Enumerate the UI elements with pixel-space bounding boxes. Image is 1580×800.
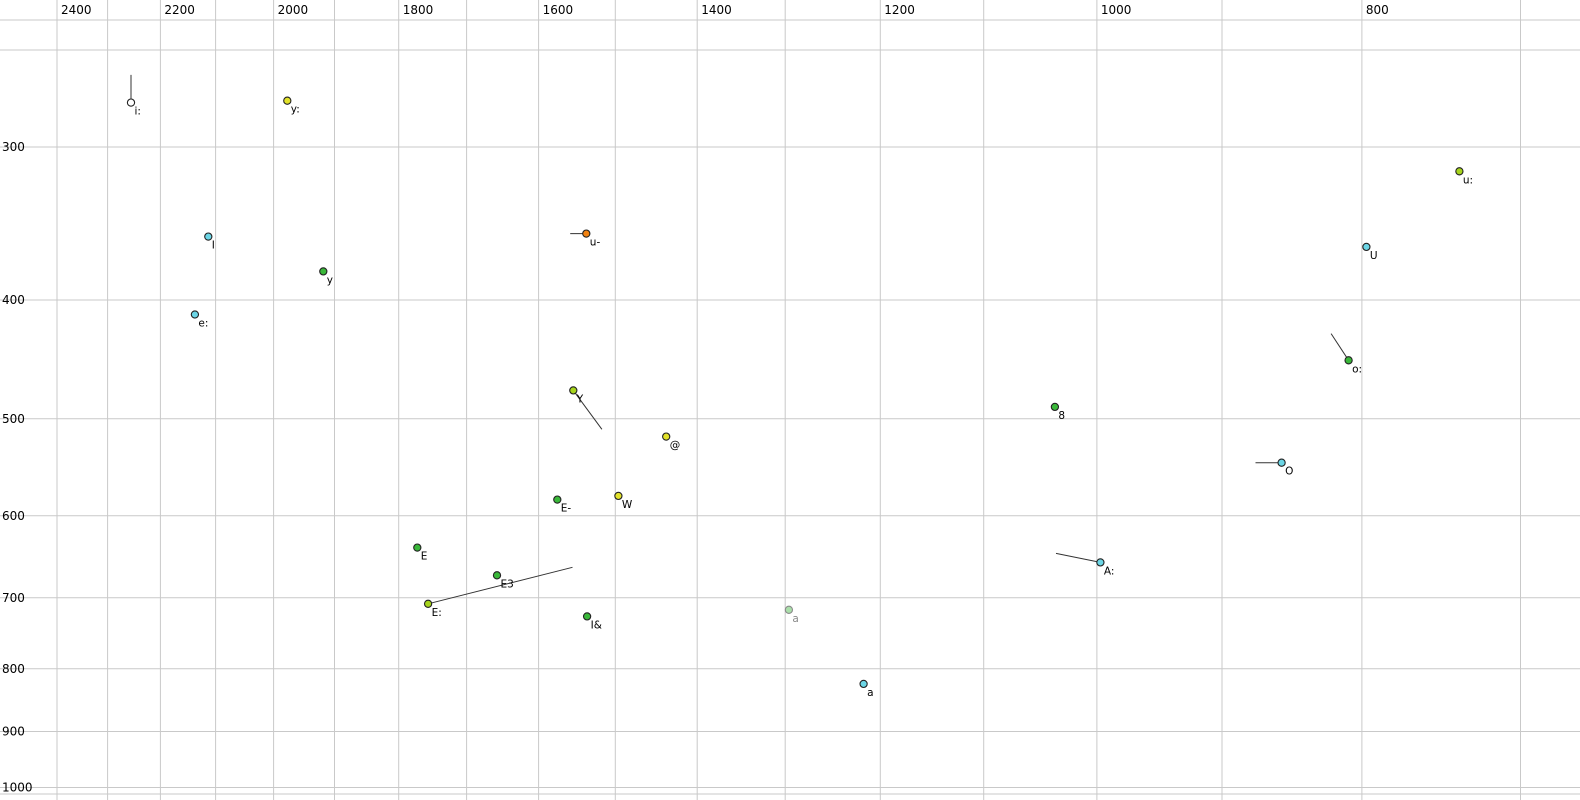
- point-label: y: [327, 274, 333, 286]
- data-point: [283, 96, 292, 105]
- data-point: [662, 432, 671, 441]
- data-point: [204, 232, 213, 241]
- point-label: a: [792, 613, 798, 625]
- data-point: [492, 571, 502, 580]
- point-label: @: [670, 440, 681, 452]
- x-tick-label: 800: [1366, 3, 1389, 17]
- x-tick-label: 2400: [61, 3, 92, 17]
- data-point: [423, 599, 433, 608]
- point-label: I&: [591, 619, 602, 631]
- point-label: y:: [291, 104, 300, 116]
- data-point: [614, 491, 623, 501]
- y-tick-label: 900: [2, 725, 25, 739]
- point-label: A:: [1104, 565, 1115, 577]
- point-label: o:: [1352, 363, 1362, 375]
- y-tick-label: 700: [2, 591, 25, 605]
- data-point: [1455, 167, 1464, 176]
- point-label: 8: [1058, 410, 1065, 422]
- data-point: [413, 543, 422, 552]
- trajectory-line: [572, 390, 603, 430]
- x-tick-label: 1200: [884, 3, 915, 17]
- y-tick-label: 600: [2, 509, 25, 523]
- point-label: I: [212, 240, 215, 252]
- point-label: W: [622, 499, 633, 511]
- x-tick-label: 1000: [1101, 3, 1132, 17]
- x-tick-label: 2200: [164, 3, 195, 17]
- point-label: u-: [590, 237, 601, 249]
- point-label: E:: [432, 607, 442, 619]
- y-tick-label: 300: [2, 140, 25, 154]
- trajectory-line: [1055, 552, 1101, 563]
- data-point: [1277, 458, 1286, 467]
- data-point: [190, 310, 200, 319]
- x-tick-label: 1800: [403, 3, 434, 17]
- point-label: e:: [198, 318, 208, 330]
- point-label: U: [1370, 250, 1378, 262]
- y-tick-label: 500: [2, 412, 25, 426]
- trajectory-line: [427, 566, 573, 605]
- trajectory-line: [1330, 333, 1350, 361]
- data-point: [126, 98, 136, 107]
- point-label: O: [1285, 466, 1293, 478]
- y-tick-label: 1000: [2, 781, 33, 795]
- x-tick-label: 1400: [701, 3, 732, 17]
- data-point: [1362, 242, 1371, 252]
- point-label: Y: [576, 393, 584, 405]
- data-point: [582, 612, 592, 621]
- point-label: E: [421, 551, 428, 563]
- data-point: [1344, 356, 1353, 365]
- data-point: [569, 386, 578, 395]
- y-tick-label: 800: [2, 662, 25, 676]
- data-point: [553, 495, 562, 504]
- data-point: [784, 605, 794, 614]
- y-tick-label: 400: [2, 293, 25, 307]
- point-label: i:: [135, 106, 141, 118]
- point-label: u:: [1463, 174, 1473, 186]
- point-label: E-: [561, 503, 572, 515]
- data-point: [1096, 558, 1105, 567]
- data-point: [1050, 402, 1060, 412]
- data-point: [319, 267, 328, 276]
- point-label: E3: [501, 578, 514, 590]
- x-tick-label: 1600: [543, 3, 574, 17]
- point-label: a: [867, 687, 873, 699]
- data-point: [582, 229, 591, 238]
- x-tick-label: 2000: [278, 3, 309, 17]
- data-point: [859, 679, 868, 689]
